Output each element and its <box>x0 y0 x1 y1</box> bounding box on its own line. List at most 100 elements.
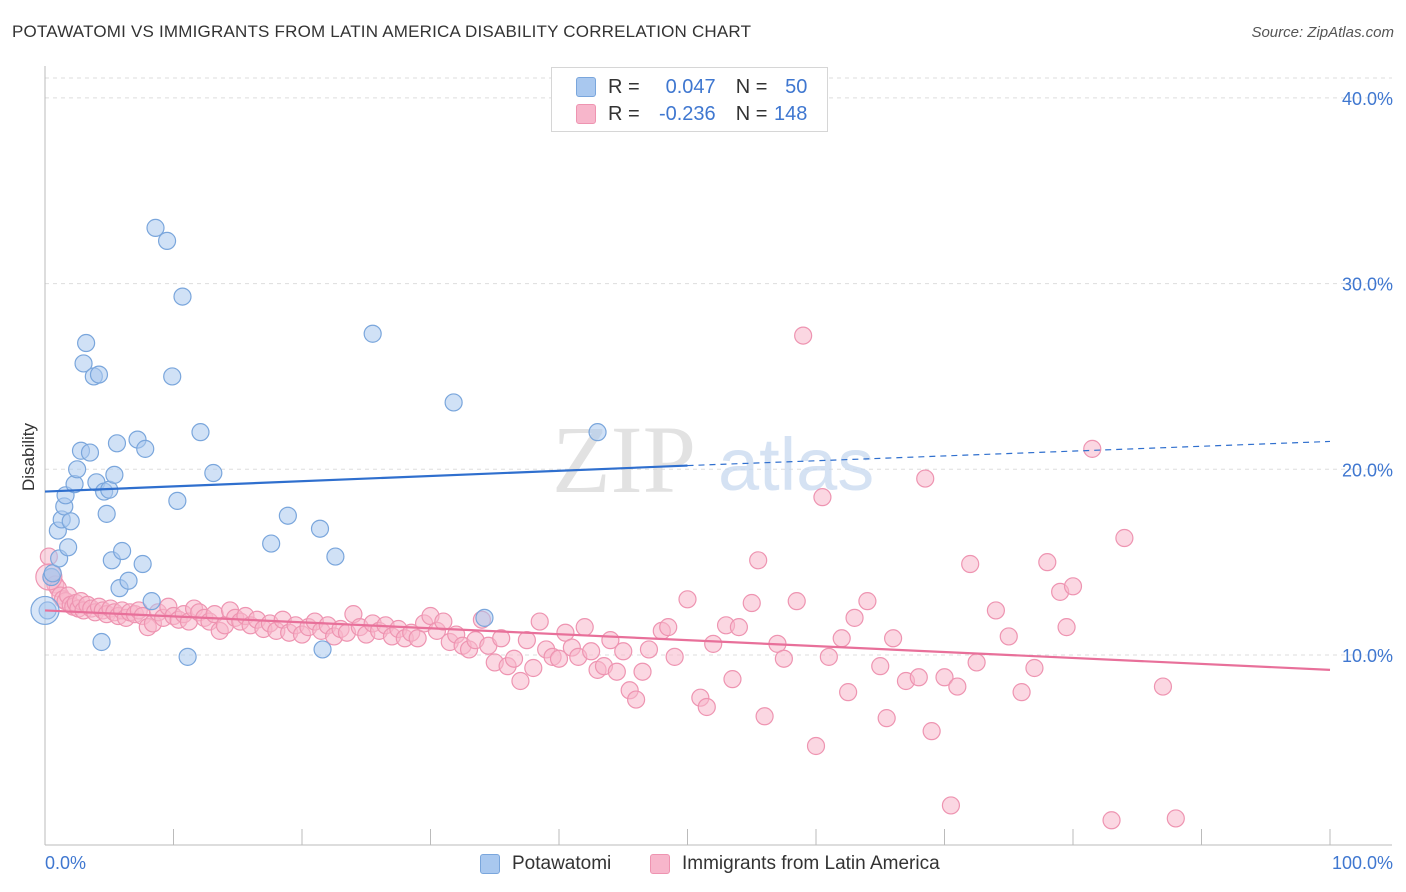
data-point-immigrants <box>813 488 832 507</box>
legend-swatch-blue <box>576 77 596 97</box>
data-point-potawatomi <box>163 367 182 386</box>
legend-n-value: 50 <box>785 75 808 98</box>
data-point-immigrants <box>1038 553 1057 572</box>
data-point-immigrants <box>794 326 813 345</box>
data-point-potawatomi <box>310 519 330 538</box>
x-tick-label: 0.0% <box>45 853 86 873</box>
data-point-immigrants <box>639 640 659 659</box>
data-point-immigrants <box>633 662 652 681</box>
legend-r-label: R = <box>608 102 640 125</box>
legend-n-value: 148 <box>774 102 808 125</box>
legend-swatch-pink <box>650 854 670 874</box>
data-point-immigrants <box>999 627 1018 646</box>
data-point-immigrants <box>434 612 453 631</box>
data-point-immigrants <box>678 590 697 609</box>
data-point-potawatomi <box>588 423 607 442</box>
data-point-immigrants <box>659 618 678 637</box>
data-point-potawatomi <box>80 443 100 462</box>
legend-n-label: N = <box>735 102 768 125</box>
data-point-immigrants <box>1166 809 1185 828</box>
trend-line-potawatomi-extension <box>687 440 1331 467</box>
y-tick-label: 30.0% <box>1342 275 1393 295</box>
data-point-immigrants <box>941 796 961 815</box>
data-point-potawatomi <box>119 571 138 590</box>
legend-label: Potawatomi <box>512 853 612 874</box>
data-point-immigrants <box>819 647 838 666</box>
data-point-potawatomi <box>168 491 187 510</box>
data-point-immigrants <box>1012 683 1031 702</box>
data-point-immigrants <box>492 629 511 648</box>
legend-swatch-blue <box>480 854 500 874</box>
tick-labels: 10.0% 20.0% 30.0% 40.0% 0.0% 100.0% <box>45 89 1393 873</box>
chart-title: POTAWATOMI VS IMMIGRANTS FROM LATIN AMER… <box>12 22 752 41</box>
data-point-potawatomi <box>191 423 210 442</box>
data-point-immigrants <box>614 642 633 661</box>
series-potawatomi <box>30 218 607 666</box>
watermark: ZIP atlas <box>552 406 874 513</box>
legend-r-value: -0.236 <box>658 102 716 125</box>
data-point-immigrants <box>883 629 903 648</box>
legend-r-value: 0.047 <box>665 75 716 98</box>
legend-n-label: N = <box>735 75 768 98</box>
data-point-immigrants <box>909 668 928 687</box>
trend-line-potawatomi <box>44 464 688 493</box>
data-point-potawatomi <box>77 333 96 353</box>
data-point-immigrants <box>922 722 941 741</box>
data-point-immigrants <box>1153 677 1173 696</box>
legend-item-immigrants: Immigrants from Latin America <box>650 853 940 875</box>
data-point-immigrants <box>1102 811 1121 830</box>
data-point-immigrants <box>787 592 806 611</box>
data-point-immigrants <box>1057 618 1076 637</box>
data-point-immigrants <box>697 697 716 717</box>
data-point-immigrants <box>967 653 986 672</box>
data-point-immigrants <box>877 709 896 728</box>
data-point-potawatomi <box>136 439 155 458</box>
series-immigrants-latin-america <box>35 326 1185 830</box>
data-point-potawatomi <box>68 460 87 479</box>
trend-line-immigrants <box>44 609 1331 671</box>
data-point-immigrants <box>948 677 967 696</box>
data-point-immigrants <box>871 657 890 676</box>
data-point-immigrants <box>530 612 549 631</box>
data-point-immigrants <box>524 658 543 678</box>
y-tick-label: 20.0% <box>1342 460 1393 480</box>
data-point-immigrants <box>1083 439 1102 458</box>
data-point-potawatomi <box>107 434 127 453</box>
data-point-potawatomi <box>74 354 93 373</box>
data-point-immigrants <box>1025 658 1044 678</box>
legend-r-label: R = <box>608 75 640 98</box>
data-point-potawatomi <box>262 534 281 553</box>
data-point-potawatomi <box>363 324 382 343</box>
data-point-immigrants <box>517 631 536 650</box>
data-point-potawatomi <box>326 547 345 566</box>
data-point-potawatomi <box>112 541 132 561</box>
data-point-immigrants <box>916 469 935 488</box>
data-point-potawatomi <box>444 393 463 412</box>
data-point-potawatomi <box>178 647 197 666</box>
data-point-immigrants <box>858 592 877 611</box>
data-point-immigrants <box>806 736 826 756</box>
data-point-immigrants <box>961 554 980 574</box>
data-point-immigrants <box>1115 528 1134 548</box>
trend-lines <box>44 440 1331 671</box>
data-point-immigrants <box>832 629 851 648</box>
data-point-immigrants <box>626 690 646 709</box>
data-point-potawatomi <box>133 554 152 574</box>
data-point-immigrants <box>582 642 601 661</box>
data-point-potawatomi <box>89 365 109 384</box>
data-point-potawatomi <box>146 218 165 237</box>
data-point-potawatomi <box>157 231 177 250</box>
data-point-potawatomi <box>313 640 332 659</box>
data-point-immigrants <box>749 551 768 570</box>
x-tick-label: 100.0% <box>1332 853 1393 873</box>
data-point-potawatomi <box>204 463 223 483</box>
legend-row-immigrants: R = -0.236 N = 148 <box>576 102 807 126</box>
data-point-potawatomi <box>105 465 124 484</box>
series-legend: Potawatomi Immigrants from Latin America <box>0 851 1406 879</box>
data-point-potawatomi <box>278 506 297 525</box>
data-point-potawatomi <box>59 538 78 557</box>
data-point-immigrants <box>729 618 749 637</box>
data-point-immigrants <box>575 618 594 637</box>
data-point-immigrants <box>549 649 569 668</box>
